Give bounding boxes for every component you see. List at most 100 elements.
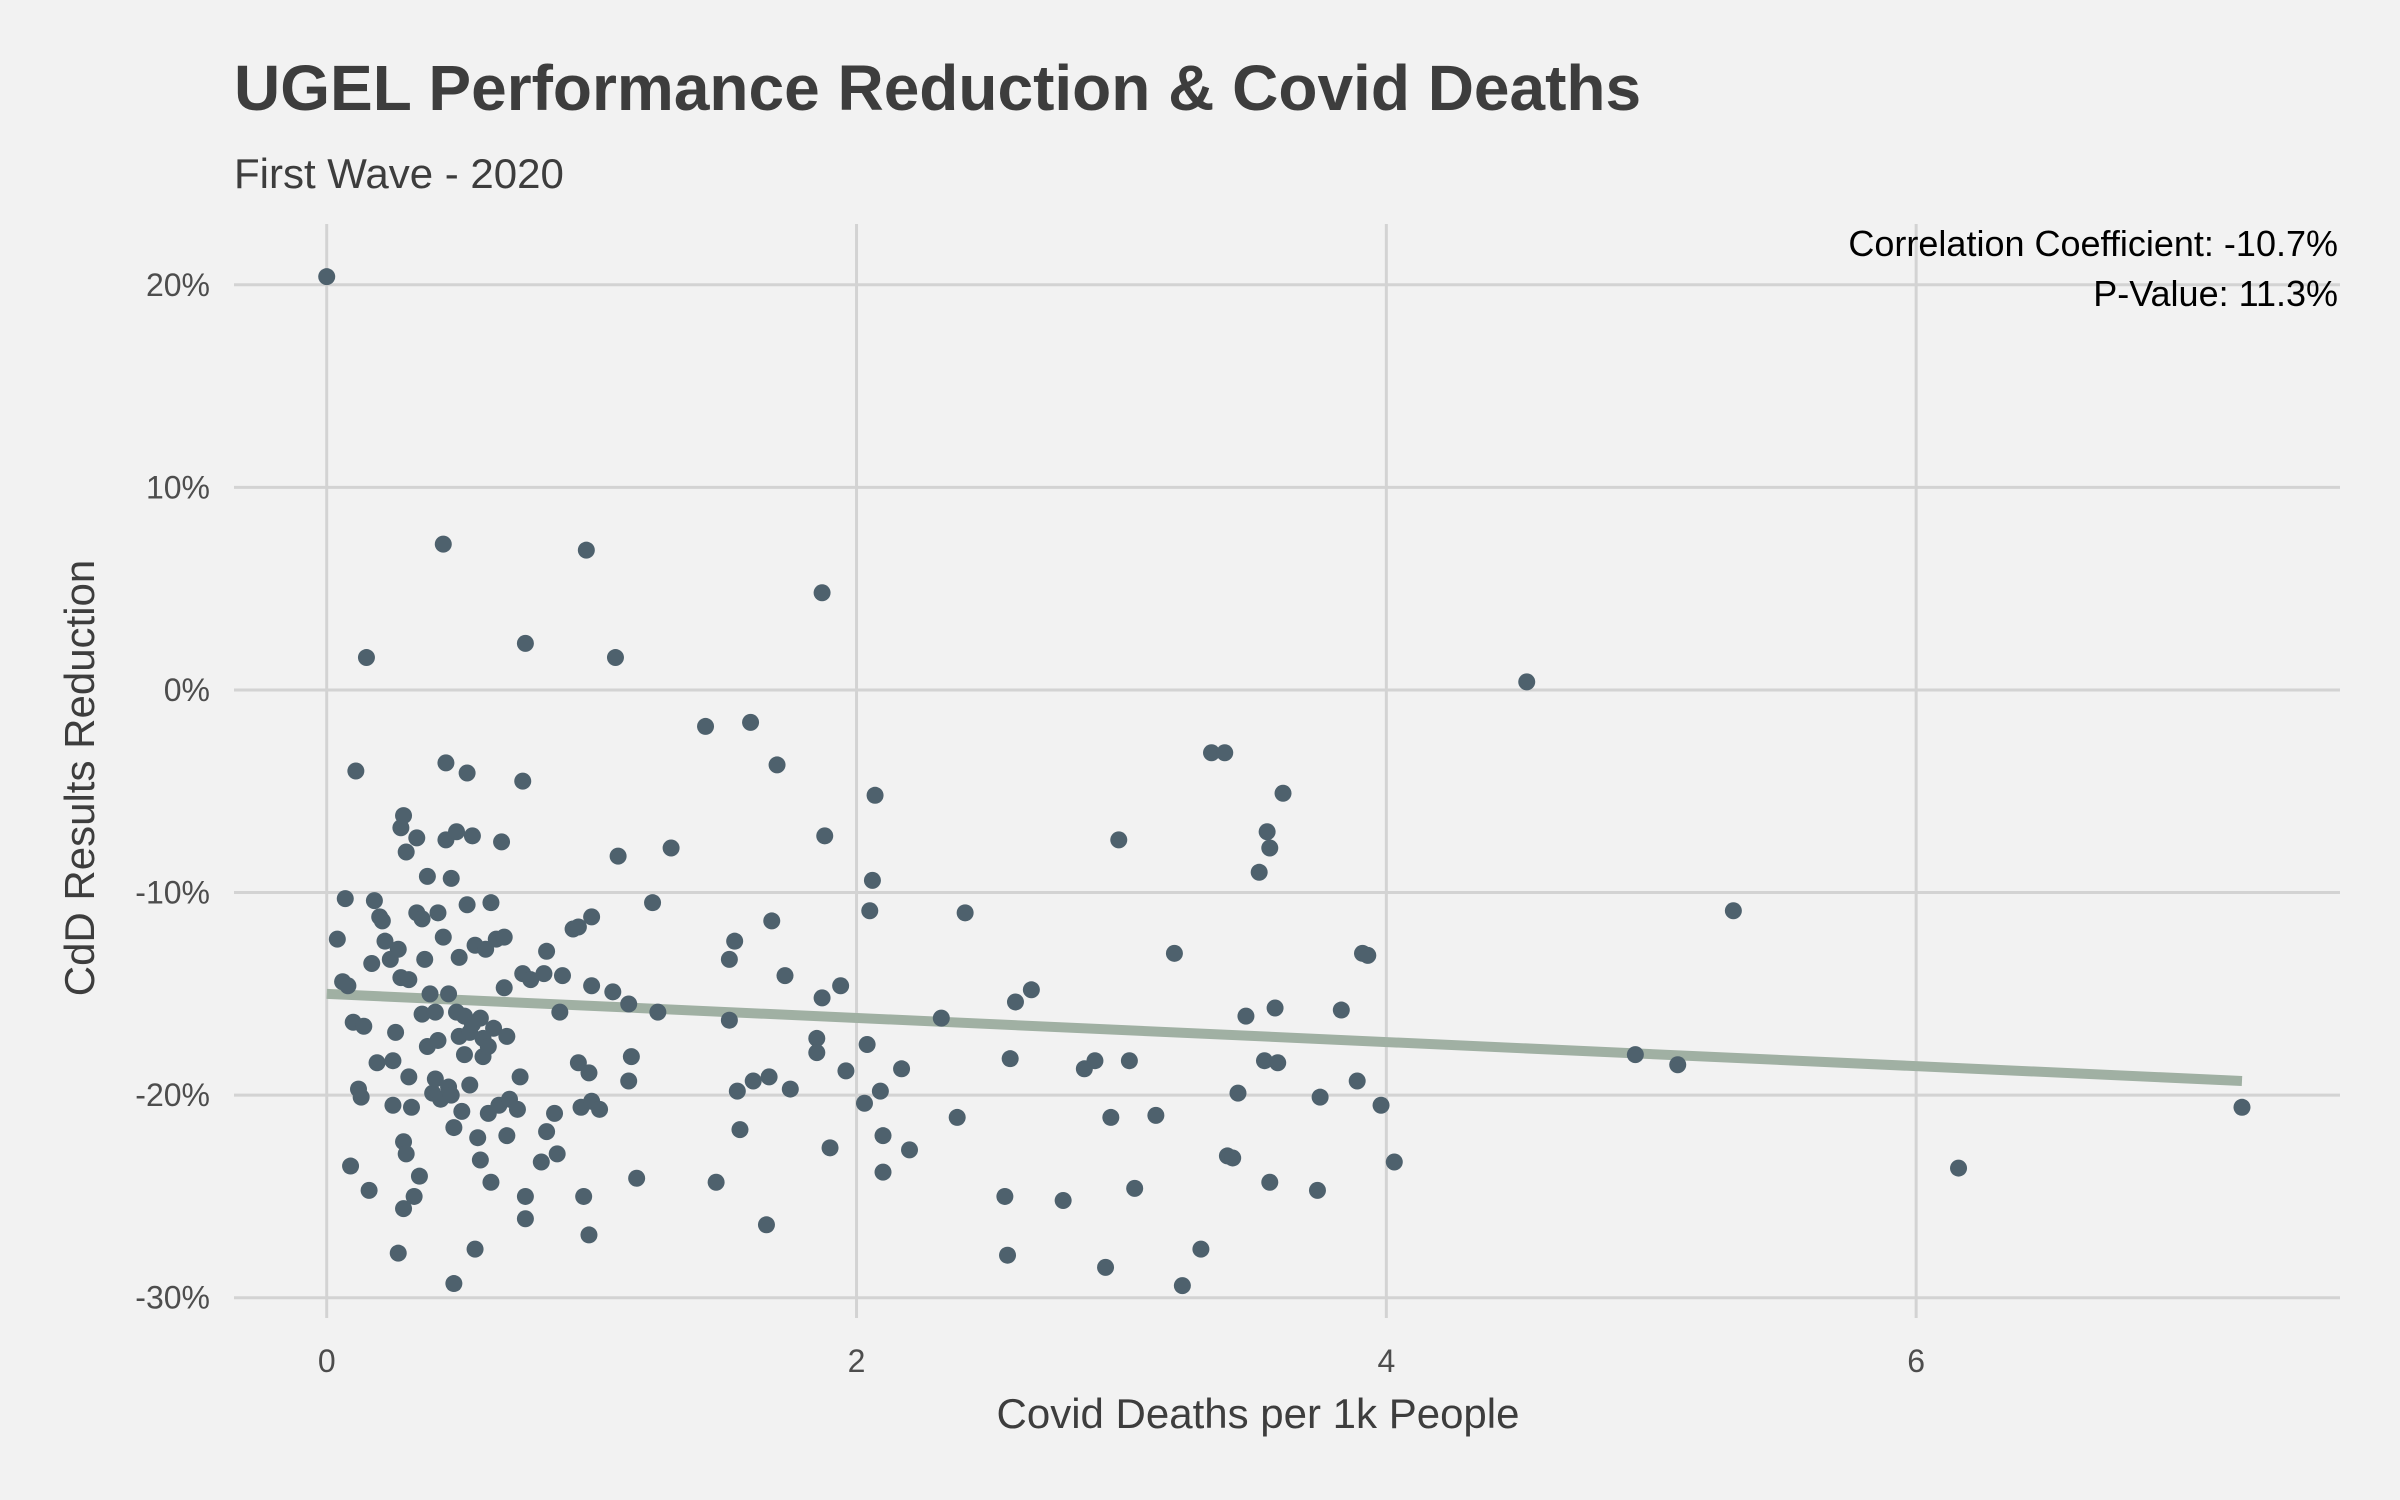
data-point (471, 1151, 489, 1169)
data-point (591, 1100, 609, 1118)
data-point (1203, 744, 1221, 762)
data-point (575, 1187, 593, 1205)
data-point (808, 1029, 826, 1047)
data-point (416, 950, 434, 968)
data-point (498, 1127, 516, 1145)
data-point (532, 1153, 550, 1171)
data-point (352, 1088, 370, 1106)
data-point (644, 894, 662, 912)
data-point (813, 989, 831, 1007)
regression-line-group (326, 988, 2243, 1086)
y-tick-label: -20% (135, 1077, 210, 1113)
data-point (662, 839, 680, 857)
data-point (604, 983, 622, 1001)
data-point (389, 940, 407, 958)
data-point (744, 1072, 762, 1090)
data-point (429, 904, 447, 922)
data-point (400, 1068, 418, 1086)
data-point (395, 1200, 413, 1218)
data-point (453, 1102, 471, 1120)
data-point (1261, 839, 1279, 857)
data-point (336, 890, 354, 908)
data-point (813, 584, 831, 602)
data-point (365, 892, 383, 910)
data-point (395, 807, 413, 825)
data-point (861, 902, 879, 920)
x-axis-label: Covid Deaths per 1k People (997, 1390, 1520, 1437)
data-point (1385, 1153, 1403, 1171)
data-point (413, 1005, 431, 1023)
data-point (469, 1129, 487, 1147)
data-point (776, 967, 794, 985)
data-point (389, 1244, 407, 1262)
data-point (731, 1121, 749, 1139)
data-point (410, 1167, 428, 1185)
y-tick-label: 20% (146, 267, 210, 303)
data-point (1258, 823, 1276, 841)
data-point (485, 1019, 503, 1037)
grid-lines (234, 224, 2340, 1318)
x-tick-label: 6 (1907, 1343, 1925, 1379)
data-point (569, 918, 587, 936)
x-tick-label: 2 (848, 1343, 866, 1379)
data-point (482, 894, 500, 912)
y-tick-label: -30% (135, 1280, 210, 1316)
data-point (1359, 946, 1377, 964)
data-point (471, 1009, 489, 1027)
regression-line (326, 988, 2243, 1086)
data-point (816, 827, 834, 845)
data-point (742, 713, 760, 731)
data-point (442, 869, 460, 887)
data-point (874, 1163, 892, 1181)
data-point (606, 649, 624, 667)
data-point (781, 1080, 799, 1098)
data-point (387, 1023, 405, 1041)
data-point (580, 1226, 598, 1244)
x-tick-label: 0 (318, 1343, 336, 1379)
y-tick-label: 10% (146, 469, 210, 505)
data-point (548, 1145, 566, 1163)
y-axis-label: CdD Results Reduction (56, 560, 103, 997)
data-point (1311, 1088, 1329, 1106)
data-point (458, 896, 476, 914)
data-point (516, 1210, 534, 1228)
data-point (516, 1187, 534, 1205)
data-point (498, 1027, 516, 1045)
data-point (1332, 1001, 1350, 1019)
data-point (397, 1145, 415, 1163)
chart-subtitle: First Wave - 2020 (234, 150, 564, 197)
data-point (1192, 1240, 1210, 1258)
data-point (1724, 902, 1742, 920)
data-point (1120, 1052, 1138, 1070)
data-point (2233, 1098, 2251, 1116)
data-point (1147, 1106, 1165, 1124)
data-point (1006, 993, 1024, 1011)
data-point (461, 1076, 479, 1094)
data-point (508, 1100, 526, 1118)
data-point (357, 649, 375, 667)
data-point (402, 1098, 420, 1116)
data-point (448, 823, 466, 841)
data-point (1518, 673, 1536, 691)
data-point (1102, 1108, 1120, 1126)
data-point (1626, 1046, 1644, 1064)
data-point (1237, 1007, 1255, 1025)
data-point (535, 965, 553, 983)
data-point (726, 932, 744, 950)
data-point (1054, 1191, 1072, 1209)
data-point (1372, 1096, 1390, 1114)
data-point (1086, 1052, 1104, 1070)
data-point (413, 910, 431, 928)
data-point (577, 541, 595, 559)
data-point (855, 1094, 873, 1112)
data-point (999, 1246, 1017, 1264)
data-point (760, 1068, 778, 1086)
data-point (339, 977, 357, 995)
data-point (1126, 1179, 1144, 1197)
data-point (1165, 944, 1183, 962)
data-point (551, 1003, 569, 1021)
data-point (397, 843, 415, 861)
data-point (482, 1173, 500, 1191)
data-point (368, 1054, 386, 1072)
data-point (384, 1052, 402, 1070)
